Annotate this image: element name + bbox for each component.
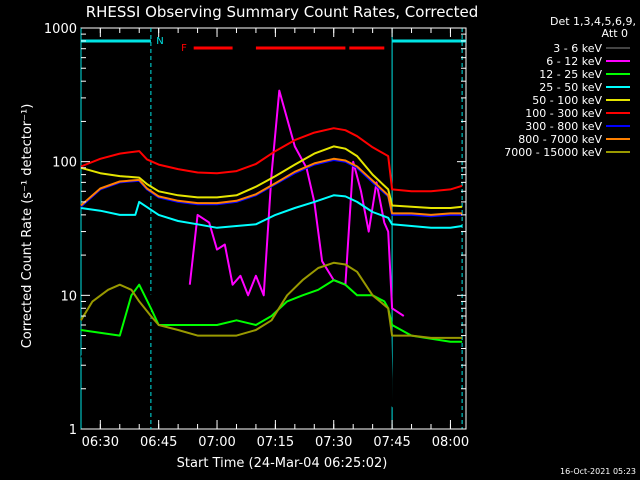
x-tick-label: 07:45 xyxy=(373,435,410,450)
detector-note-line2: Att 0 xyxy=(602,27,628,40)
legend-label: 25 - 50 keV xyxy=(539,81,602,94)
chart-title: RHESSI Observing Summary Count Rates, Co… xyxy=(86,3,479,21)
x-tick-label: 08:00 xyxy=(432,435,469,450)
night-flag-label: N xyxy=(156,36,163,47)
y-tick-label: 10 xyxy=(60,289,77,304)
axes: 1 10 100 1000 06:30 06:45 07:00 07:15 07:30 07:45… xyxy=(44,22,469,450)
x-tick-label: 06:45 xyxy=(140,435,177,450)
y-tick-label: 100 xyxy=(52,156,77,171)
series-line xyxy=(80,145,463,209)
x-tick-label: 06:30 xyxy=(82,435,119,450)
legend-label: 6 - 12 keV xyxy=(546,55,602,68)
legend-label: 3 - 6 keV xyxy=(553,42,602,55)
x-tick-label: 07:00 xyxy=(198,435,235,450)
legend-label: 7000 - 15000 keV xyxy=(504,146,602,159)
flare-flag-label: F xyxy=(181,43,187,54)
y-tick-label: 1000 xyxy=(44,22,77,37)
series-line xyxy=(80,194,463,229)
x-axis-label: Start Time (24-Mar-04 06:25:02) xyxy=(177,456,388,471)
legend-label: 12 - 25 keV xyxy=(539,68,602,81)
detector-note-line1: Det 1,3,4,5,6,9, xyxy=(550,15,636,28)
flag-bars: NF xyxy=(80,28,466,429)
series-line xyxy=(80,157,463,216)
series-line xyxy=(188,89,405,317)
legend-label: 50 - 100 keV xyxy=(532,94,602,107)
legend-label: 300 - 800 keV xyxy=(525,120,602,133)
footer-date: 16-Oct-2021 05:23 xyxy=(560,467,636,476)
legend-label: 100 - 300 keV xyxy=(525,107,602,120)
y-axis-label: Corrected Count Rate (s⁻¹ detector⁻¹) xyxy=(20,104,35,349)
series-lines xyxy=(80,89,463,415)
legend-label: 800 - 7000 keV xyxy=(518,133,602,146)
x-tick-label: 07:15 xyxy=(257,435,294,450)
x-tick-label: 07:30 xyxy=(315,435,352,450)
series-line xyxy=(80,261,463,339)
series-line xyxy=(80,127,463,193)
y-tick-label: 1 xyxy=(69,423,77,438)
